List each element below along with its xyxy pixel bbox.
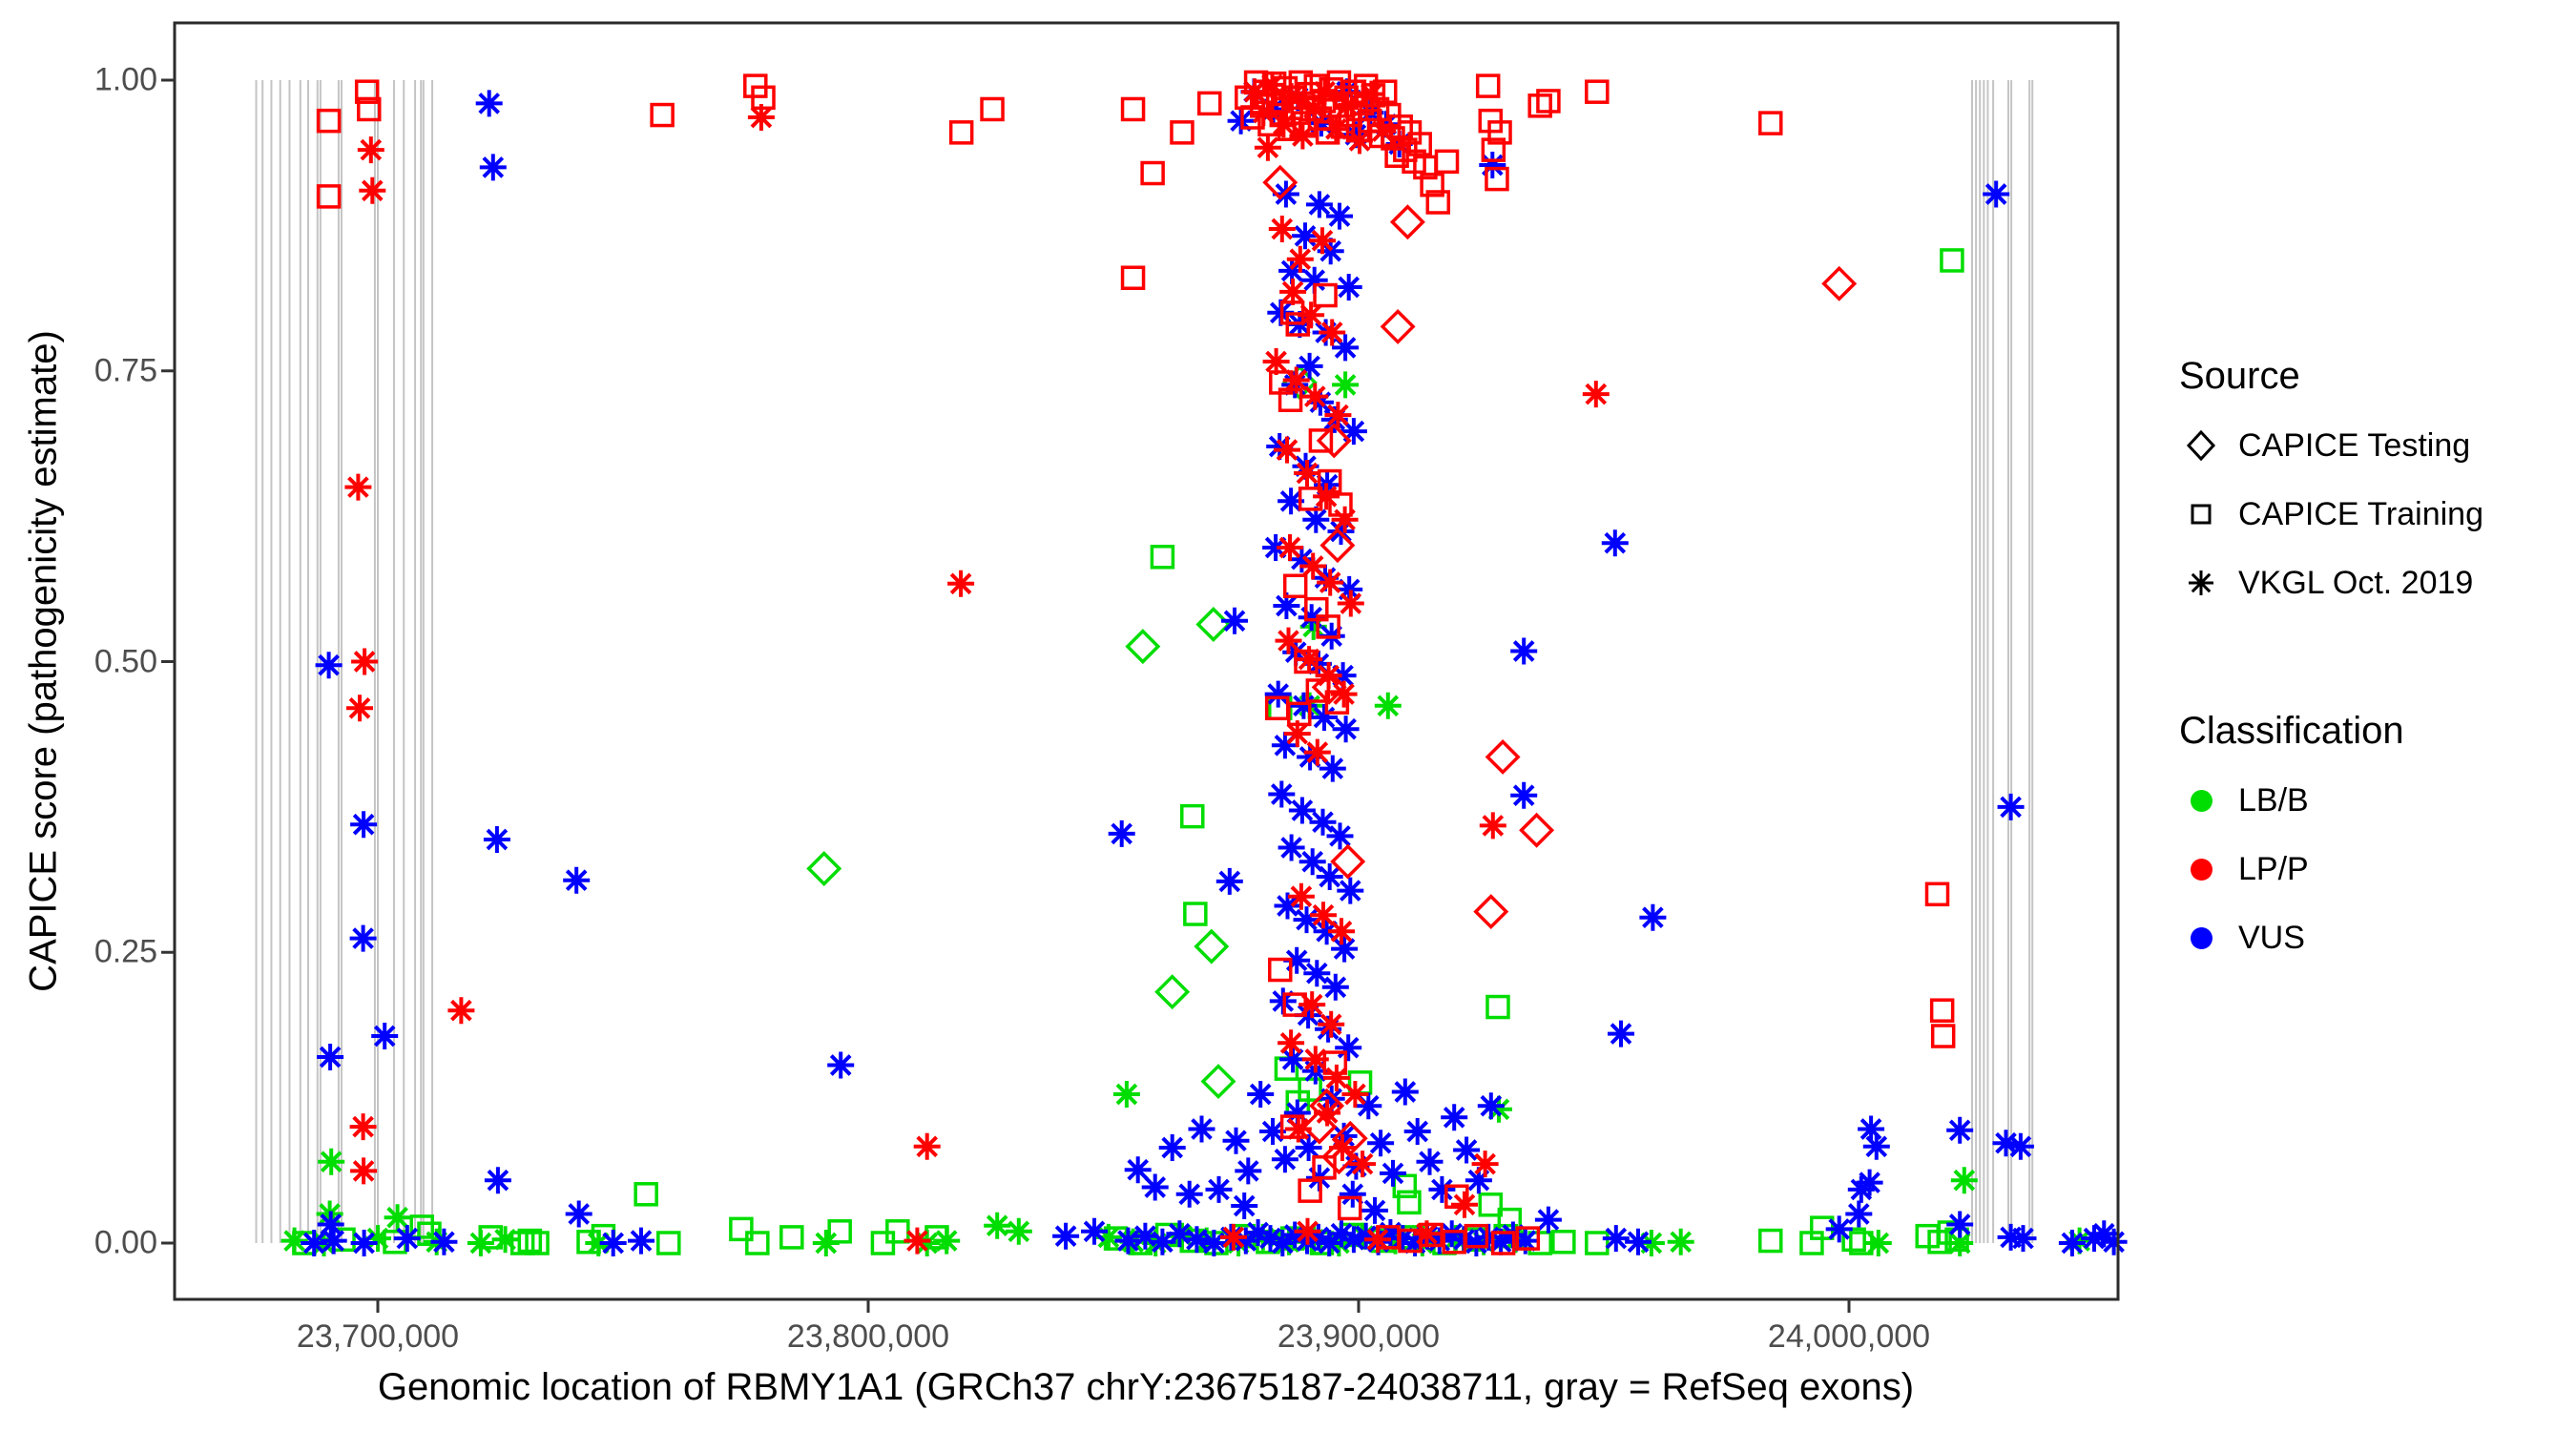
x-tick-23800000: 23,800,000 [786,1318,950,1355]
legend-source: Source CAPICE Testing CAPICE Training VK… [2179,355,2570,617]
legend-item-lpp: LP/P [2179,835,2570,903]
legend-item-vus: VUS [2179,903,2570,972]
y-tick-0.75: 0.75 [93,352,157,389]
y-tick-1.00: 1.00 [93,61,157,98]
vus-dot-icon [2179,916,2223,960]
x-axis-title: Genomic location of RBMY1A1 (GRCh37 chrY… [377,1366,1915,1408]
series-vus-asterisk [301,78,2128,1256]
legend-item-vkgl: VKGL Oct. 2019 [2179,549,2570,617]
lbb-dot-icon [2179,778,2223,822]
legend-label: VKGL Oct. 2019 [2238,564,2474,601]
legend-label: CAPICE Training [2238,495,2483,532]
y-tick-0.00: 0.00 [93,1224,157,1261]
x-tick-24000000: 24,000,000 [1767,1318,1931,1355]
axis-tick-marks [161,78,1851,1313]
series-lpp-square [316,70,1956,1255]
series-lbb-diamond [806,364,1318,1100]
series-lbb-asterisk [280,371,2093,1256]
x-tick-23900000: 23,900,000 [1277,1318,1441,1355]
legend-label: VUS [2238,919,2305,956]
diamond-icon [2179,424,2223,467]
y-tick-0.50: 0.50 [93,643,157,679]
x-tick-23700000: 23,700,000 [296,1318,460,1355]
y-tick-0.25: 0.25 [93,933,157,970]
series-lpp-diamond [1262,164,1858,1175]
legend-classification: Classification LB/B LP/P VUS [2179,710,2570,972]
lpp-dot-icon [2179,847,2223,891]
legend-item-lbb: LB/B [2179,766,2570,835]
legend-label: CAPICE Testing [2238,426,2471,464]
legend-item-capice-testing: CAPICE Testing [2179,411,2570,480]
asterisk-icon [2179,561,2223,605]
legend-label: LB/B [2238,781,2309,819]
legend-classification-title: Classification [2179,710,2404,752]
legend-item-capice-training: CAPICE Training [2179,480,2570,549]
series-lbb-square [292,248,1969,1255]
legend-label: LP/P [2238,850,2309,887]
y-axis-title: CAPICE score (pathogenicity estimate) [22,330,65,992]
series-lpp-asterisk [344,71,1610,1255]
legend-source-title: Source [2179,355,2300,397]
square-icon [2179,492,2223,536]
